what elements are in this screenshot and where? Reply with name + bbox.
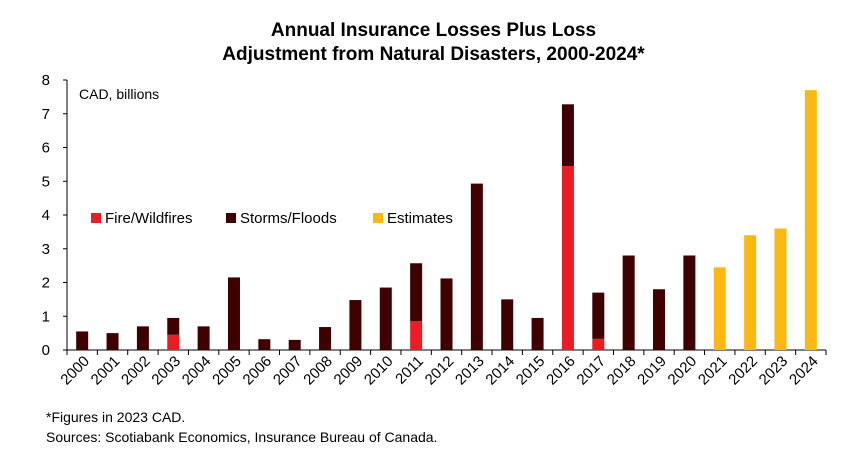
x-tick-label: 2007 <box>270 353 306 389</box>
bar-segment <box>561 166 574 350</box>
footnote: *Figures in 2023 CAD. <box>46 409 186 425</box>
x-tick-label: 2014 <box>482 353 518 389</box>
x-tick-label: 2000 <box>57 353 93 389</box>
bar-segment <box>410 263 423 322</box>
bar-segment <box>804 90 817 350</box>
y-tick-label: 5 <box>42 173 50 190</box>
x-tick-label: 2001 <box>88 353 124 389</box>
bar-segment <box>774 228 787 350</box>
bar-segment <box>136 326 149 350</box>
x-tick-label: 2008 <box>300 353 336 389</box>
bar-segment <box>531 317 544 350</box>
x-tick-label: 2021 <box>695 353 731 389</box>
x-tick-label: 2009 <box>331 353 367 389</box>
x-tick-label: 2005 <box>209 353 245 389</box>
bar-segment <box>653 289 666 350</box>
x-tick-label: 2004 <box>179 353 215 389</box>
y-tick-label: 6 <box>42 140 50 157</box>
bar-segment <box>410 321 423 350</box>
y-tick-label: 7 <box>42 106 50 123</box>
x-tick-label: 2006 <box>240 353 276 389</box>
bar-segment <box>501 299 514 350</box>
x-tick-label: 2023 <box>756 353 792 389</box>
x-tick-label: 2018 <box>604 353 640 389</box>
y-tick-label: 1 <box>42 308 50 325</box>
y-tick-label: 0 <box>42 342 50 359</box>
bar-segment <box>349 300 362 350</box>
bar-segment <box>258 339 271 350</box>
bar-segment <box>683 255 696 350</box>
bar-segment <box>167 334 180 350</box>
chart-title-line-2: Adjustment from Natural Disasters, 2000-… <box>222 44 645 65</box>
legend-swatch <box>373 213 383 223</box>
legend-swatch <box>91 213 101 223</box>
unit-label: CAD, billions <box>79 86 159 102</box>
x-tick-label: 2017 <box>574 353 610 389</box>
bar-segment <box>744 235 757 350</box>
sources-note: Sources: Scotiabank Economics, Insurance… <box>46 429 438 445</box>
x-tick-label: 2022 <box>725 353 761 389</box>
x-tick-label: 2011 <box>392 353 427 388</box>
x-tick-label: 2016 <box>543 353 579 389</box>
x-tick-label: 2012 <box>422 353 458 389</box>
bar-segment <box>319 327 332 350</box>
bar-segment <box>197 326 210 350</box>
legend-label: Storms/Floods <box>240 210 337 227</box>
bar-segment <box>167 317 180 335</box>
x-tick-label: 2019 <box>634 353 670 389</box>
legend-swatch <box>226 213 236 223</box>
bar-segment <box>106 333 119 350</box>
bar-segment <box>470 183 483 350</box>
x-tick-label: 2024 <box>786 353 822 389</box>
bar-segment <box>622 255 635 350</box>
legend-label: Fire/Wildfires <box>105 210 193 227</box>
bar-segment <box>227 277 240 350</box>
x-tick-label: 2015 <box>513 353 549 389</box>
legend-label: Estimates <box>387 210 453 227</box>
x-tick-label: 2013 <box>452 353 488 389</box>
y-tick-label: 8 <box>42 72 50 89</box>
y-tick-label: 4 <box>42 207 50 224</box>
y-tick-label: 2 <box>42 275 50 292</box>
bar-segment <box>440 278 453 350</box>
bar-segment <box>76 331 89 350</box>
bar-segment <box>561 104 574 167</box>
x-tick-label: 2003 <box>148 353 184 389</box>
x-tick-label: 2002 <box>118 353 154 389</box>
bar-segment <box>592 292 605 339</box>
x-tick-label: 2020 <box>665 353 701 389</box>
bar-segment <box>713 267 726 350</box>
bar-segment <box>288 339 301 350</box>
bar-segment <box>379 287 392 350</box>
chart-title-line-1: Annual Insurance Losses Plus Loss <box>270 20 597 41</box>
x-tick-label: 2010 <box>361 353 397 389</box>
y-tick-label: 3 <box>42 241 50 258</box>
bar-segment <box>592 338 605 350</box>
